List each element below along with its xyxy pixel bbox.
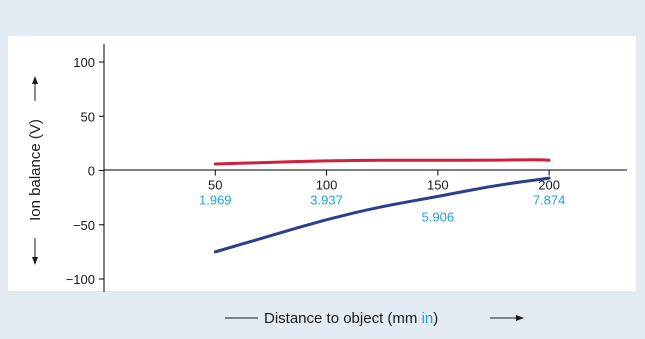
plot-area bbox=[8, 36, 636, 291]
series-layer bbox=[213, 158, 551, 254]
x-axis-title-group: Distance to object (mm in) bbox=[225, 310, 524, 327]
y-tick-label: 50 bbox=[81, 109, 95, 124]
x-tick-label-mm: 100 bbox=[316, 178, 338, 193]
y-axis-arrow-down-icon bbox=[32, 257, 38, 265]
y-tick-label: −100 bbox=[66, 272, 95, 287]
x-tick-label-in: 7.874 bbox=[533, 193, 566, 208]
x-tick-label-mm: 200 bbox=[538, 178, 560, 193]
x-axis-title: Distance to object (mm in) bbox=[264, 310, 438, 327]
y-axis-ticks: 100 50 0 −50 −100 bbox=[66, 55, 104, 287]
y-axis-arrow-up-icon bbox=[32, 76, 38, 84]
y-tick-label: −50 bbox=[73, 218, 95, 233]
y-tick-label: 0 bbox=[88, 164, 95, 179]
y-tick-label: 100 bbox=[73, 55, 95, 70]
x-tick-label-mm: 150 bbox=[427, 178, 449, 193]
y-axis-title-group: Ion balance (V) bbox=[27, 76, 44, 265]
x-tick-label-in: 1.969 bbox=[199, 193, 232, 208]
x-axis-arrow-right-icon bbox=[516, 315, 524, 321]
series-line-1 bbox=[213, 158, 551, 166]
x-tick-label-in: 3.937 bbox=[310, 193, 343, 208]
series-line-2 bbox=[213, 176, 551, 254]
y-axis-title: Ion balance (V) bbox=[27, 119, 44, 221]
x-axis-title-prefix: Distance to object (mm bbox=[264, 310, 422, 327]
x-axis-title-accent: in bbox=[422, 310, 434, 327]
x-tick-label-mm: 50 bbox=[208, 178, 222, 193]
x-tick-label-in: 5.906 bbox=[422, 210, 455, 225]
x-axis-title-suffix: ) bbox=[433, 310, 438, 327]
